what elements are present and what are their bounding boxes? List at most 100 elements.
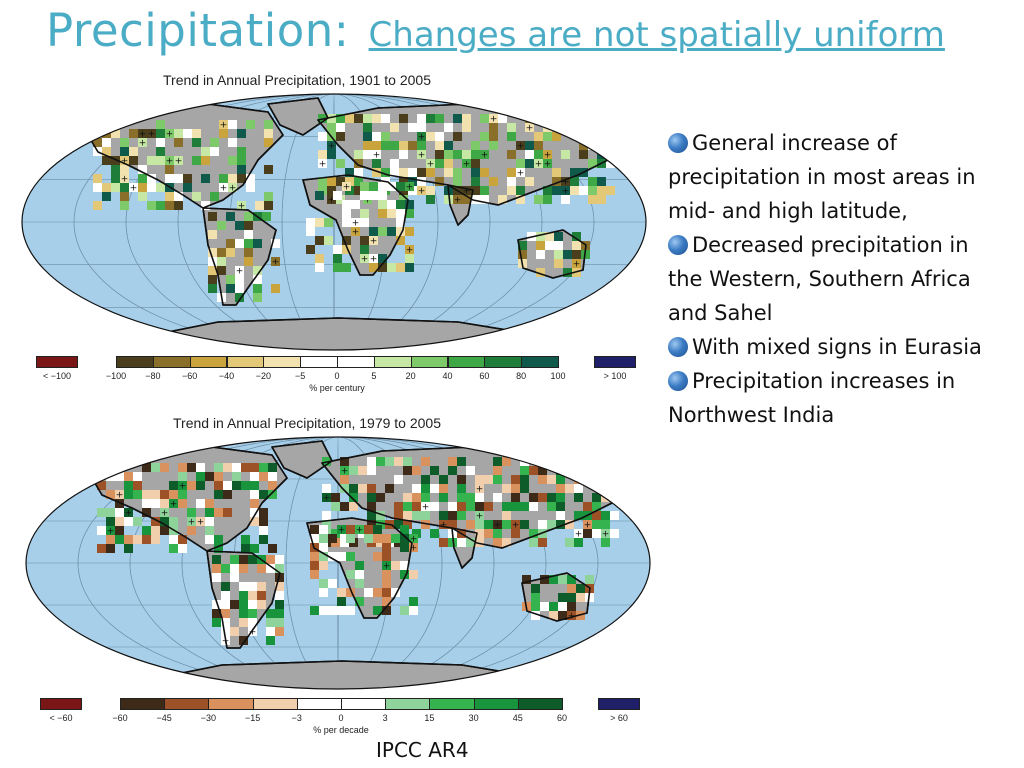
grid-cell [400, 561, 409, 570]
significance-marker: + [410, 535, 418, 545]
africa-coastline [306, 517, 413, 619]
grid-cell [115, 526, 124, 535]
greenland-coastline [271, 440, 333, 479]
grid-cell [239, 600, 248, 609]
grid-cell [403, 502, 412, 511]
title-subtitle: Changes are not spatially uniform [368, 15, 945, 55]
grid-cell [381, 114, 390, 123]
grid-cell [435, 114, 444, 123]
grid-cell [115, 508, 124, 517]
grid-cell [520, 484, 529, 493]
grid-cell [409, 597, 418, 606]
grid-cell [435, 177, 444, 186]
grid-cell [354, 159, 363, 168]
map-border [21, 93, 647, 351]
colorbar-high-label: > 100 [603, 371, 627, 381]
grid-cell [315, 236, 324, 245]
grid-cell [390, 141, 399, 150]
grid-cell [349, 484, 358, 493]
grid-cell [480, 150, 489, 159]
grid-cell [475, 538, 484, 547]
grid-cell [178, 544, 187, 553]
globe-bullet-icon [668, 235, 688, 255]
significance-marker: + [370, 255, 378, 265]
grid-cell [367, 457, 376, 466]
colorbar-tick-label: −45 [156, 713, 172, 723]
india-coastline [447, 184, 474, 226]
grid-cell [421, 511, 430, 520]
grid-cell [556, 493, 565, 502]
grid-cell [205, 472, 214, 481]
colorbar-segment [208, 698, 254, 710]
grid-cell [257, 564, 266, 573]
grid-cell [351, 218, 360, 227]
grid-cell [405, 227, 414, 236]
grid-cell [253, 266, 262, 275]
grid-cell [552, 168, 561, 177]
grid-cell [525, 123, 534, 132]
grid-cell [169, 481, 178, 490]
bullet-item: With mixed signs in Eurasia [668, 330, 998, 364]
significance-marker: + [575, 530, 583, 540]
colorbar-tick-label: 40 [442, 371, 453, 381]
grid-cell [271, 239, 280, 248]
grid-cell [318, 177, 327, 186]
significance-marker: + [427, 160, 435, 170]
grid-cell [178, 481, 187, 490]
grid-cell [106, 517, 115, 526]
grid-cell [237, 156, 246, 165]
grid-cell [253, 275, 262, 284]
grid-cell [346, 588, 355, 597]
grid-cell [151, 463, 160, 472]
grid-cell [319, 588, 328, 597]
grid-cell [592, 520, 601, 529]
grid-cell [403, 511, 412, 520]
grid-cell [156, 120, 165, 129]
grid-cell [111, 183, 120, 192]
grid-cell [187, 517, 196, 526]
significance-marker: + [125, 509, 133, 519]
grid-cell [538, 457, 547, 466]
grid-cell [475, 502, 484, 511]
grid-cell [462, 123, 471, 132]
grid-cell [192, 192, 201, 201]
colorbar-segment [473, 698, 519, 710]
grid-cell [466, 520, 475, 529]
grid-cell [192, 138, 201, 147]
significance-marker: + [175, 157, 183, 167]
significance-marker: + [328, 196, 336, 206]
grid-cell [516, 195, 525, 204]
grid-cell [324, 218, 333, 227]
significance-marker: + [364, 196, 372, 206]
grid-cell [226, 239, 235, 248]
grid-cell [336, 114, 345, 123]
grid-cell [333, 263, 342, 272]
grid-cell [257, 582, 266, 591]
grid-cell [387, 209, 396, 218]
grid-cell [417, 123, 426, 132]
grid-cell [579, 132, 588, 141]
significance-marker: + [323, 494, 331, 504]
grid-cell [536, 268, 545, 277]
grid-cell [327, 114, 336, 123]
grid-cell [266, 609, 275, 618]
grid-cell [354, 168, 363, 177]
grid-cell [275, 555, 284, 564]
colorbar-tick-label: −40 [218, 371, 235, 381]
grid-cell [373, 534, 382, 543]
grid-cell [327, 141, 336, 150]
grid-cell [151, 499, 160, 508]
grid-cell [543, 186, 552, 195]
grid-cell [405, 263, 414, 272]
grid-cell [507, 132, 516, 141]
grid-cell [237, 129, 246, 138]
trend-cells: +++ ++++ ++++++++++ +++++ +++++ [97, 457, 619, 647]
grid-cell [448, 466, 457, 475]
grid-cell [214, 481, 223, 490]
grid-cell [363, 150, 372, 159]
grid-cell [205, 517, 214, 526]
grid-cell [235, 221, 244, 230]
grid-cell [373, 588, 382, 597]
grid-cell [237, 174, 246, 183]
grid-cell [534, 159, 543, 168]
